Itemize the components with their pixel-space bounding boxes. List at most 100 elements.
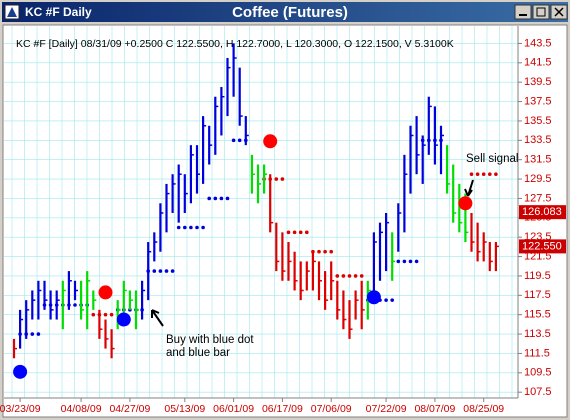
window-buttons	[514, 4, 568, 20]
y-tick-label: 143.5	[524, 37, 552, 49]
maximize-icon	[536, 7, 546, 17]
support-dot	[390, 298, 395, 302]
chart-panel	[2, 24, 568, 418]
x-tick-label: 06/17/09	[262, 403, 303, 415]
resistance-dot	[494, 172, 498, 177]
resistance-dot	[481, 172, 486, 177]
resistance-dot	[341, 274, 346, 278]
info-line: KC #F [Daily] 08/31/09 +0.2500 C 122.550…	[16, 38, 454, 50]
y-tick-label: 127.5	[524, 192, 552, 204]
sell-signals	[263, 134, 278, 149]
y-tick-label: 133.5	[524, 134, 552, 146]
support-dot	[402, 259, 407, 264]
price-marker-box	[519, 205, 566, 220]
support-dot	[30, 332, 35, 336]
support-dot	[189, 225, 193, 230]
resistance-dot	[359, 274, 364, 278]
annotation: Buy with blue dot	[166, 334, 254, 346]
y-tick-label: 139.5	[524, 76, 552, 88]
y-tick-label: 115.5	[524, 309, 551, 321]
support-dot	[414, 259, 419, 264]
resistance-dot	[353, 274, 358, 278]
resistance-dot	[475, 172, 480, 177]
support-dot	[170, 269, 175, 273]
resistance-dot	[347, 274, 352, 278]
y-tick-label: 119.5	[524, 270, 551, 282]
x-tick-label: 08/25/09	[463, 403, 504, 415]
support-dot	[36, 332, 41, 336]
y-tick-label: 113.5	[524, 328, 551, 340]
resistance-dot	[317, 249, 321, 254]
support-dot	[408, 259, 413, 264]
y-tick-label: 131.5	[524, 154, 552, 166]
chart-title: Coffee (Futures)	[232, 4, 348, 21]
x-tick-label: 05/13/09	[164, 403, 205, 415]
icon-shape	[7, 7, 17, 17]
resistance-dot	[298, 230, 303, 235]
close-icon	[554, 7, 564, 17]
buy-arrow	[151, 309, 164, 327]
annotation: and blue bar	[166, 347, 230, 359]
support-dot	[231, 138, 236, 143]
resistance-dot	[103, 312, 108, 317]
support-dot	[219, 196, 224, 201]
buy-signals	[116, 312, 131, 327]
resistance-dot	[329, 249, 334, 254]
y-tick-label: 111.5	[524, 347, 550, 359]
support-dot	[207, 196, 211, 201]
support-dot	[396, 259, 401, 264]
sell-arrow	[464, 179, 474, 197]
y-tick-label: 129.5	[524, 173, 552, 185]
resistance-dot	[286, 230, 291, 235]
minimize-button[interactable]	[514, 4, 532, 20]
price-marker-box	[519, 239, 566, 254]
y-tick-label: 109.5	[524, 367, 552, 379]
x-tick-label: 04/08/09	[61, 403, 102, 415]
support-dot	[225, 196, 230, 201]
support-dot	[183, 225, 187, 230]
buy-signals	[13, 364, 28, 379]
x-tick-label: 04/27/09	[109, 403, 150, 415]
sell-signals	[458, 196, 473, 211]
grid	[4, 26, 518, 398]
x-tick-label: 03/23/09	[0, 403, 41, 415]
y-tick-label: 121.5	[524, 250, 552, 262]
price-marker-label: 122.550	[522, 240, 562, 252]
x-tick-label: 07/06/09	[311, 403, 352, 415]
y-tick-label: 107.5	[524, 386, 552, 398]
title-bar	[2, 2, 568, 22]
resistance-dot	[91, 312, 96, 317]
support-dot	[73, 303, 77, 307]
resistance-dot	[109, 312, 114, 317]
y-tick-label: 137.5	[524, 95, 552, 107]
sell-signals	[98, 285, 113, 300]
support-dot	[158, 269, 163, 273]
resistance-dot	[305, 230, 309, 235]
buy-signals	[366, 290, 381, 305]
annotation: Sell signal	[466, 153, 518, 165]
y-tick-label: 117.5	[524, 289, 551, 301]
support-dot	[201, 225, 205, 230]
support-dot	[164, 269, 169, 273]
plot	[12, 43, 499, 379]
price-marker: 126.083	[519, 205, 566, 220]
price-marker-label: 126.083	[522, 206, 562, 218]
resistance-dot	[323, 249, 327, 254]
maximize-button[interactable]	[532, 4, 550, 20]
support-dot	[237, 138, 242, 143]
y-tick-label: 141.5	[524, 57, 552, 69]
support-dot	[176, 225, 181, 230]
x-tick-label: 08/07/09	[414, 403, 455, 415]
resistance-dot	[280, 177, 285, 181]
support-dot	[195, 225, 199, 230]
resistance-dot	[274, 177, 279, 181]
window-title: KC #F Daily	[25, 5, 92, 19]
resistance-dot	[488, 172, 492, 177]
support-dot	[384, 298, 388, 302]
x-tick-label: 06/01/09	[213, 403, 254, 415]
resistance-dot	[469, 172, 474, 177]
price-marker: 122.550	[519, 239, 566, 254]
support-dot	[213, 196, 218, 201]
